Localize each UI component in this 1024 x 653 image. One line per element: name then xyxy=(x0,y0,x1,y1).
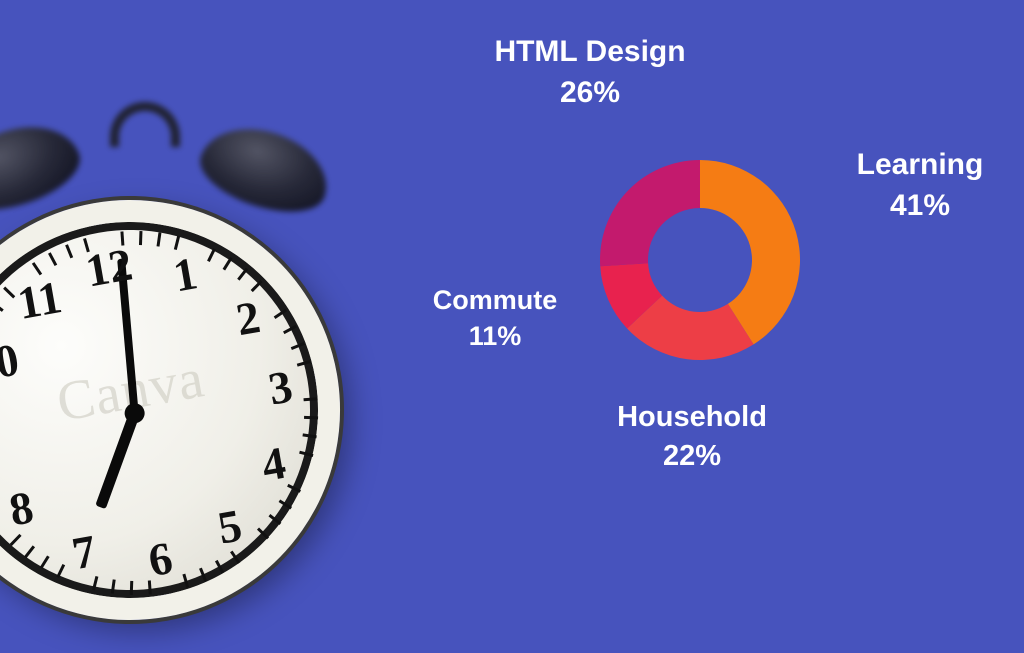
time-allocation-donut-chart xyxy=(600,160,800,360)
clock-numeral-8: 8 xyxy=(5,480,37,536)
label-household-name: Household xyxy=(617,398,767,437)
clock-numeral-3: 3 xyxy=(264,359,296,415)
clock-numeral-6: 6 xyxy=(144,531,176,587)
label-html-design: HTML Design 26% xyxy=(494,32,685,113)
clock-numeral-12: 12 xyxy=(82,237,137,297)
label-learning-name: Learning xyxy=(857,145,984,186)
clock-numeral-9: 9 xyxy=(0,411,5,467)
clock-numeral-4: 4 xyxy=(258,436,290,492)
label-commute-name: Commute xyxy=(433,282,558,318)
donut-slice-html xyxy=(600,160,700,266)
label-html-design-name: HTML Design xyxy=(494,32,685,73)
clock-hour-hand xyxy=(95,411,140,509)
clock-numeral-5: 5 xyxy=(214,499,246,555)
clock-numeral-1: 1 xyxy=(169,246,201,302)
clock-numeral-10: 10 xyxy=(0,333,23,393)
label-commute-pct: 11% xyxy=(433,318,558,354)
alarm-clock-illustration: Canva 123456789101112 xyxy=(0,170,370,620)
label-household: Household 22% xyxy=(617,398,767,476)
label-learning-pct: 41% xyxy=(857,186,984,227)
label-commute: Commute 11% xyxy=(433,282,558,355)
label-learning: Learning 41% xyxy=(857,145,984,226)
clock-numeral-7: 7 xyxy=(68,524,100,580)
label-household-pct: 22% xyxy=(617,437,767,476)
clock-numeral-11: 11 xyxy=(13,270,65,330)
label-html-design-pct: 26% xyxy=(494,73,685,114)
clock-numeral-2: 2 xyxy=(232,290,264,346)
